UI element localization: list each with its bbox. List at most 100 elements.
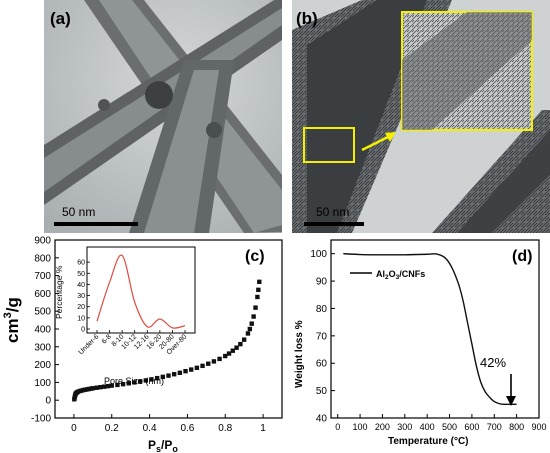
- isotherm-point: [154, 375, 160, 381]
- isotherm-point: [241, 337, 247, 342]
- isotherm-point: [149, 377, 154, 382]
- tem-image-b-graphic: 50 nm (b): [292, 0, 550, 233]
- isotherm-chart: -100 0 100 200 300 400 500 600 700 800 900 0 0.2 0.4…: [0, 233, 290, 453]
- isotherm-point: [115, 382, 120, 388]
- isotherm-point: [105, 383, 111, 389]
- inset-y-tick-label: 0: [81, 327, 85, 334]
- x-tick-label: 800: [509, 422, 524, 432]
- x-tick-label: 900: [531, 422, 546, 432]
- isotherm-point: [238, 341, 243, 347]
- annotation-arrowhead: [506, 396, 516, 406]
- x-tick-label: 100: [353, 422, 368, 432]
- isotherm-point: [226, 351, 232, 356]
- tga-xlabel: Temperature (°C): [388, 436, 469, 447]
- inset-y-tick-label: 20: [77, 304, 85, 311]
- isotherm-point: [189, 367, 194, 372]
- isotherm-point: [109, 383, 114, 388]
- x-tick-label: 700: [487, 422, 502, 432]
- isotherm-point: [137, 379, 143, 384]
- tga-chart-svg: 40 50 60 70 80 90 100 0 100 200 300 400 500 600 700 80…: [294, 239, 547, 447]
- isotherm-point: [160, 374, 166, 380]
- x-tick-label: 0.2: [105, 423, 119, 434]
- y-tick-label: 70: [316, 331, 328, 342]
- y-tick-label: 50: [316, 386, 328, 397]
- y-tick-label: 300: [34, 342, 51, 353]
- y-tick-label: 100: [310, 249, 327, 260]
- x-tick-label: 500: [442, 422, 457, 432]
- isotherm-point: [206, 361, 211, 366]
- y-tick-label: 900: [34, 236, 51, 247]
- panel-label-d: (d): [512, 248, 532, 265]
- y-tick-label: 100: [34, 378, 51, 389]
- isotherm-point: [171, 372, 177, 377]
- pore-size-curve: [96, 254, 186, 329]
- isotherm-point: [255, 294, 260, 300]
- panel-label-c: (c): [245, 248, 265, 265]
- tem-image-b: 50 nm (b): [292, 0, 550, 233]
- isotherm-point: [94, 385, 99, 390]
- y-tick-label: 400: [34, 325, 51, 336]
- tga-chart: 40 50 60 70 80 90 100 0 100 200 300 400 500 600 700 80…: [290, 233, 550, 453]
- inset-y-tick-label: 60: [77, 260, 85, 267]
- isotherm-point: [251, 314, 256, 319]
- isotherm-point: [247, 326, 253, 332]
- isotherm-point: [257, 279, 262, 285]
- weight-annotation: 42%: [480, 355, 506, 370]
- y-tick-label: -100: [31, 414, 51, 425]
- x-tick-label: 0: [335, 422, 340, 432]
- legend-label: Al2O3/CNFs: [376, 269, 425, 281]
- x-tick-label: 400: [420, 422, 435, 432]
- inset-x-tick-label: Under-6: [78, 333, 101, 356]
- isotherm-point: [132, 380, 137, 385]
- y-tick-label: 80: [316, 304, 328, 315]
- isotherm-point: [234, 345, 239, 350]
- x-tick-label: 600: [464, 422, 479, 432]
- y-tick-label: 700: [34, 271, 51, 282]
- x-tick-label: 0.4: [143, 423, 157, 434]
- x-tick-label: 1: [260, 423, 266, 434]
- isotherm-point: [98, 385, 103, 390]
- x-tick-label: 0: [71, 423, 77, 434]
- isotherm-xlabel: Ps/Po: [148, 438, 178, 453]
- inset-y-tick-label: 50: [77, 271, 85, 278]
- scale-bar-label-a: 50 nm: [62, 205, 95, 219]
- panel-label-b: (b): [296, 9, 318, 28]
- y-tick-label: 500: [34, 307, 51, 318]
- isotherm-point: [90, 386, 96, 391]
- x-tick-label: 200: [375, 422, 390, 432]
- isotherm-point: [245, 331, 251, 336]
- y-tick-label: 60: [316, 359, 328, 370]
- scale-bar-label-b: 50 nm: [316, 205, 349, 219]
- inset-ylabel: Percentage %: [54, 265, 64, 319]
- y-tick-label: 800: [34, 253, 51, 264]
- isotherm-point: [223, 353, 228, 359]
- isotherm-point: [183, 368, 188, 374]
- x-tick-label: 300: [397, 422, 412, 432]
- isotherm-point: [177, 370, 183, 375]
- isotherm-point: [200, 363, 205, 369]
- isotherm-point: [249, 321, 254, 326]
- isotherm-point: [217, 356, 222, 362]
- tga-curve: [343, 252, 517, 406]
- tga-ylabel: Weight loss %: [294, 320, 305, 388]
- inset-y-tick-label: 30: [77, 293, 85, 300]
- inset-xlabel: Pore Size (nm): [104, 376, 164, 386]
- y-tick-label: 0: [45, 396, 51, 407]
- isotherm-point: [253, 305, 258, 310]
- isotherm-point: [166, 373, 171, 378]
- isotherm-point: [126, 381, 131, 386]
- x-tick-label: 0.8: [218, 423, 232, 434]
- inset-y-tick-label: 10: [77, 315, 85, 322]
- isotherm-point: [194, 365, 200, 371]
- isotherm-point: [120, 381, 126, 387]
- y-tick-label: 600: [34, 289, 51, 300]
- isotherm-ylabel: cm3/g: [2, 297, 22, 343]
- tem-image-a: 50 nm (a): [44, 0, 282, 233]
- isotherm-point: [256, 287, 261, 293]
- y-tick-label: 200: [34, 360, 51, 371]
- isotherm-point: [101, 384, 107, 389]
- panel-label-a: (a): [50, 9, 71, 28]
- y-tick-label: 40: [316, 414, 328, 425]
- tem-image-a-graphic: 50 nm (a): [44, 0, 282, 233]
